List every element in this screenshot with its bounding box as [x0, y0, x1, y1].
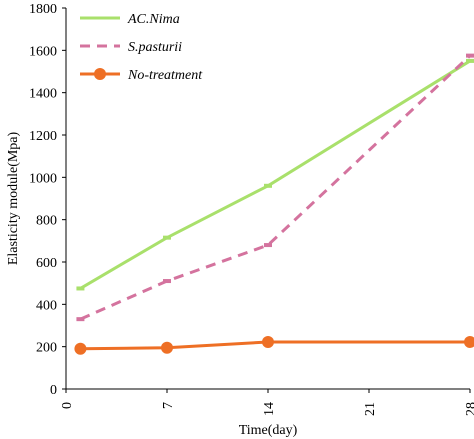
series-line-ac-nima — [79, 59, 471, 290]
y-tick-label: 600 — [36, 256, 57, 271]
legend-label: AC.Nima — [127, 12, 180, 27]
legend-label: S.pasturii — [128, 40, 182, 55]
y-axis-title: Elasticity module(Mpa) — [6, 131, 21, 265]
x-tick-label: 0 — [60, 402, 75, 409]
data-point — [161, 341, 173, 354]
x-tick-label: 28 — [464, 402, 474, 416]
y-tick-label: 200 — [36, 341, 57, 356]
data-point — [262, 336, 274, 349]
legend: AC.Nima S.pasturii No-treatment — [80, 12, 203, 83]
series-group — [74, 53, 474, 355]
series-line-s-pasturii — [79, 54, 472, 321]
y-tick-label: 800 — [36, 214, 57, 229]
x-tick-label: 21 — [363, 402, 378, 416]
series-line-no-treatment — [80, 340, 470, 351]
x-tick-label: 7 — [161, 402, 176, 409]
legend-label: No-treatment — [127, 68, 203, 83]
legend-swatch-marker — [94, 68, 106, 80]
axes: 0 200 400 600 800 1000 1200 1400 1600 1800 0 7 14 21 2… — [29, 2, 474, 416]
y-tick-label: 400 — [36, 298, 57, 313]
y-tick-label: 1800 — [29, 2, 57, 17]
y-tick-label: 1600 — [29, 44, 57, 59]
data-point — [464, 336, 474, 349]
y-tick-label: 1000 — [29, 171, 57, 186]
data-point — [74, 342, 87, 355]
y-tick-label: 1200 — [29, 129, 57, 144]
y-tick-label: 1400 — [29, 87, 57, 102]
y-tick-label: 0 — [50, 383, 57, 398]
x-tick-label: 14 — [262, 402, 277, 416]
x-axis-title: Time(day) — [239, 423, 298, 438]
